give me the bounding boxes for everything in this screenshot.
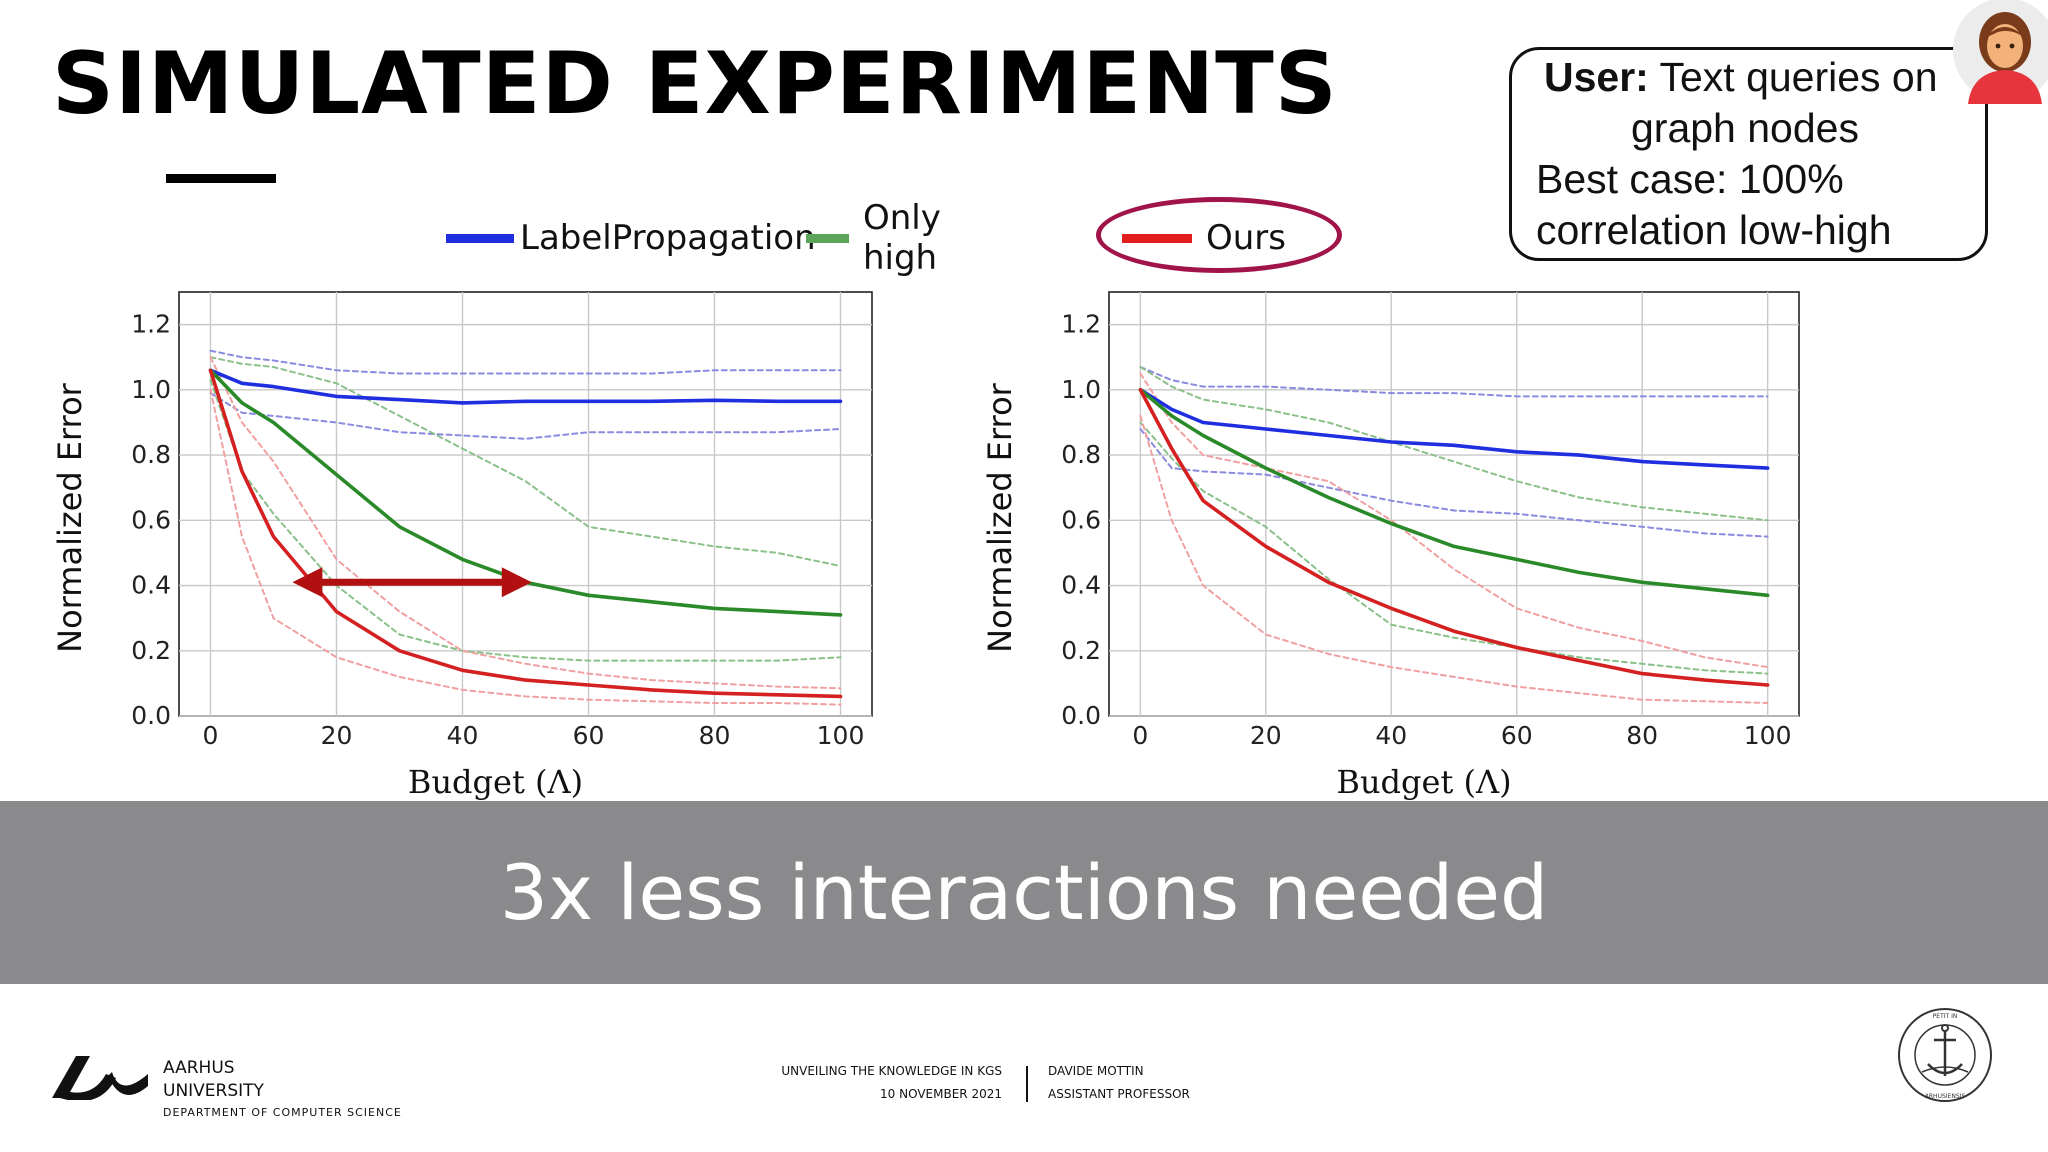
- svg-text:PETIT IN: PETIT IN: [1933, 1013, 1958, 1020]
- series-line-only-high-lower: [209, 379, 842, 662]
- y-tick-label: 0.2: [131, 636, 171, 665]
- series-line-labelpropagation: [1138, 388, 1770, 470]
- y-tick-label: 1.0: [1061, 375, 1101, 404]
- y-tick-label: 0.4: [131, 571, 171, 600]
- x-axis-label: Budget (Λ): [408, 763, 583, 801]
- slide-title: SIMULATED EXPERIMENTS: [52, 34, 1338, 134]
- chart-right: 0 20 40 60 80 100 0.0 0.2 0.4 0.6 0.8 1.0 1.2 Budget …: [981, 291, 1800, 801]
- series-line-labelpropagation-lower: [1139, 428, 1769, 538]
- y-tick-label: 0.0: [1061, 701, 1101, 730]
- series-line-only-high: [208, 368, 843, 617]
- x-tick-label: 20: [1250, 721, 1282, 750]
- y-tick-label: 1.2: [131, 310, 171, 339]
- y-tick-label: 0.2: [1061, 636, 1101, 665]
- series-line-ours-lower: [209, 388, 842, 706]
- x-tick-label: 40: [447, 721, 479, 750]
- x-tick-label: 100: [1744, 721, 1792, 750]
- x-tick-label: 80: [699, 721, 731, 750]
- series-line-only-high-lower: [1139, 421, 1769, 675]
- footer-divider: [1026, 1066, 1028, 1102]
- user-line-2: graph nodes: [1631, 105, 1859, 151]
- legend-label: LabelPropagation: [520, 218, 816, 258]
- user-line-3: Best case: 100%: [1536, 156, 1844, 202]
- user-label: User:: [1544, 54, 1649, 100]
- svg-text:ARHUSIENSIS: ARHUSIENSIS: [1925, 1093, 1966, 1100]
- series-line-labelpropagation-upper: [209, 349, 842, 375]
- ours-highlight-ellipse: [1096, 197, 1342, 273]
- university-seal-icon: PETIT IN ARHUSIENSIS: [1898, 1008, 1992, 1102]
- chart-left: 0 20 40 60 80 100 0.0 0.2 0.4 0.6 0.8 1.0 1.2 Budget …: [51, 291, 873, 801]
- title-underline: [166, 174, 276, 183]
- legend-item-only-high: Only high: [806, 198, 966, 278]
- legend-label: Only high: [862, 198, 941, 278]
- x-tick-label: 60: [1501, 721, 1533, 750]
- double-arrow-head-right: [501, 567, 532, 598]
- y-tick-label: 0.6: [131, 505, 171, 534]
- user-callout-box: User: Text queries on graph nodes Best c…: [1509, 47, 1988, 261]
- user-avatar-icon: [1953, 0, 2048, 104]
- y-tick-label: 0.8: [131, 440, 171, 469]
- double-arrow-head-left: [292, 567, 323, 598]
- talk-date: 10 NOVEMBER 2021: [880, 1087, 1002, 1101]
- banner-text: 3x less interactions needed: [499, 848, 1549, 937]
- summary-banner: 3x less interactions needed: [0, 801, 2048, 984]
- y-tick-label: 1.0: [131, 375, 171, 404]
- speaker-role: ASSISTANT PROFESSOR: [1048, 1087, 1190, 1101]
- x-tick-label: 40: [1375, 721, 1407, 750]
- y-tick-label: 0.0: [131, 701, 171, 730]
- x-axis-label: Budget (Λ): [1336, 763, 1511, 801]
- y-tick-label: 0.8: [1061, 440, 1101, 469]
- x-tick-label: 0: [203, 721, 219, 750]
- speaker-name: DAVIDE MOTTIN: [1048, 1064, 1144, 1078]
- user-query-text: Text queries on: [1648, 54, 1938, 100]
- series-line-only-high: [1138, 388, 1770, 598]
- series-line-only-high-upper: [1139, 366, 1769, 522]
- user-line-4: correlation low-high: [1536, 207, 1892, 253]
- charts-area: 0 20 40 60 80 100 0.0 0.2 0.4 0.6 0.8 1.0 1.2 Budget …: [51, 291, 1800, 801]
- y-tick-label: 0.6: [1061, 505, 1101, 534]
- x-tick-label: 0: [1132, 721, 1148, 750]
- series-line-labelpropagation-upper: [1139, 366, 1769, 398]
- plot-frame: [1108, 291, 1800, 717]
- university-name-line2: UNIVERSITY: [163, 1081, 264, 1101]
- series-line-ours-lower: [1139, 414, 1769, 704]
- au-logo-icon: [52, 1056, 148, 1100]
- y-tick-label: 0.4: [1061, 571, 1101, 600]
- y-tick-label: 1.2: [1061, 310, 1101, 339]
- user-line-1: User: Text queries on: [1544, 54, 1938, 101]
- series-line-only-high-upper: [209, 356, 842, 567]
- series-line-ours-upper: [209, 356, 842, 690]
- series-line-ours-upper: [1139, 372, 1769, 669]
- y-axis-label: Normalized Error: [51, 382, 89, 652]
- x-tick-label: 100: [817, 721, 865, 750]
- legend-swatch-green: [806, 233, 849, 243]
- x-tick-label: 60: [573, 721, 605, 750]
- legend-item-labelpropagation: LabelPropagation: [446, 208, 816, 268]
- series-line-ours: [1138, 388, 1770, 687]
- x-tick-label: 80: [1626, 721, 1658, 750]
- legend-swatch-blue: [446, 233, 514, 243]
- y-axis-label: Normalized Error: [981, 382, 1019, 652]
- talk-title: UNVEILING THE KNOWLEDGE IN KGS: [781, 1064, 1002, 1078]
- plot-frame: [178, 291, 873, 717]
- university-name-line1: AARHUS: [163, 1058, 235, 1078]
- series-line-ours: [208, 368, 843, 699]
- series-line-labelpropagation: [208, 368, 843, 405]
- x-tick-label: 20: [321, 721, 353, 750]
- department-name: DEPARTMENT OF COMPUTER SCIENCE: [163, 1106, 402, 1119]
- series-line-labelpropagation-lower: [209, 392, 842, 440]
